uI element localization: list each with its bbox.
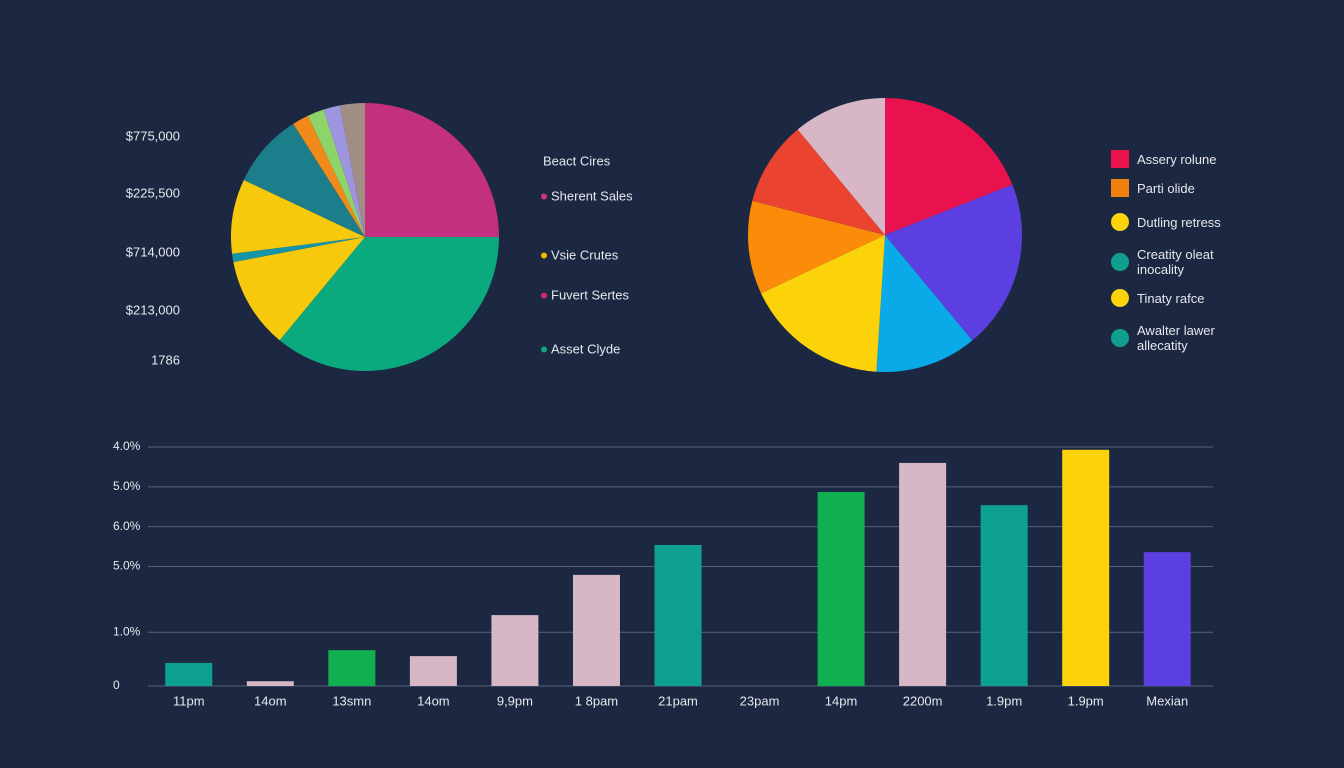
legend-marker [541,292,547,298]
pie-slice [752,129,885,235]
side-label: $714,000 [126,244,180,259]
x-tick-label: 1.9pm [986,693,1022,708]
side-label: $213,000 [126,302,180,317]
side-label: $775,000 [126,128,180,143]
legend-title: Beact Cires [543,153,611,168]
y-tick-label: 4.0% [113,439,141,453]
pie-slice [885,98,1013,235]
legend-marker [541,252,547,258]
bar [654,544,702,686]
legend-item: Tinaty rafce [1111,289,1229,307]
legend-label: Sherent Sales [551,188,633,204]
legend-item: Asset Clyde [541,342,620,357]
y-tick-label: 5.0% [113,479,141,493]
bar [817,492,865,686]
bar [1062,449,1110,686]
side-label: 1786 [151,352,180,367]
legend-marker [541,346,547,352]
legend-item: Dutling retress [1111,213,1229,231]
legend-label: Tinaty rafce [1137,290,1205,306]
pie-slice [797,98,885,235]
x-tick-label: 1 8pam [575,693,618,708]
legend-marker [1111,289,1129,307]
bar [246,681,294,686]
x-tick-label: 2200m [903,693,943,708]
legend-item: Awalter lawer allecatity [1111,323,1229,353]
bar [1143,552,1191,686]
pie-slice [876,235,973,373]
bar [491,615,539,686]
legend-item: Vsie Crutes [541,248,618,263]
pie-slice [323,105,365,237]
x-tick-label: 9,9pm [497,693,533,708]
x-tick-label: 21pam [658,693,698,708]
pie-slice [885,184,1022,341]
legend-label: Awalter lawer allecatity [1137,323,1215,353]
pie-slice [233,237,365,341]
legend-label: Creatity oleat inocality [1137,247,1214,277]
x-tick-label: 1.9pm [1068,693,1104,708]
legend-marker [1111,213,1129,231]
pie-slice [339,103,365,237]
x-tick-label: 11pm [173,693,205,708]
pie-slice [293,115,365,237]
legend-label: Asset Clyde [551,341,621,357]
pie-slice [365,103,499,237]
legend-label: Parti olide [1137,180,1195,196]
legend-label: Vsie Crutes [551,247,619,263]
x-tick-label: 14om [254,693,287,708]
legend-marker [1111,150,1129,168]
bar [165,662,213,686]
x-tick-label: 23pam [740,693,780,708]
legend-item: Fuvert Sertes [541,288,629,303]
x-tick-label: 14pm [825,693,858,708]
bar [328,650,376,686]
pie-slice [279,237,499,371]
legend-item: Sherent Sales [541,189,633,204]
bar [980,505,1028,686]
pie-slice [748,200,885,294]
y-tick-label: 0 [113,678,120,692]
bar [409,656,457,686]
pie-slice [230,179,365,254]
legend-item: Creatity oleat inocality [1111,247,1229,277]
pie-slice [232,237,365,263]
legend-marker [1111,179,1129,197]
y-tick-label: 1.0% [113,624,141,638]
legend-label: Fuvert Sertes [551,287,630,303]
legend-marker [1111,253,1129,271]
bar [899,462,947,686]
x-tick-label: Mexian [1146,693,1188,708]
x-tick-label: 14om [417,693,450,708]
pie-slice [761,235,885,372]
legend-marker [541,193,547,199]
y-tick-label: 6.0% [113,519,141,533]
bar [572,574,620,686]
legend-item: Parti olide [1111,179,1229,197]
legend-label: Dutling retress [1137,214,1221,230]
pie-slice [307,109,365,237]
legend-marker [1111,329,1129,347]
pie-slice [243,123,365,237]
legend-item: Assery rolune [1111,150,1229,168]
y-tick-label: 5.0% [113,559,141,573]
side-label: $225,500 [126,185,180,200]
legend-label: Assery rolune [1137,151,1217,167]
x-tick-label: 13smn [332,693,371,708]
